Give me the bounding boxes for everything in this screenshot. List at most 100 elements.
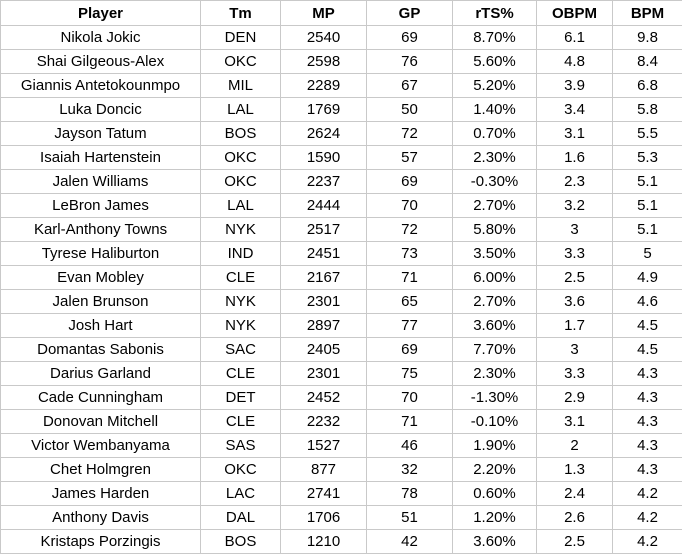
cell-minutes: 2598 [281, 50, 367, 74]
cell-obpm: 1.3 [537, 458, 613, 482]
cell-obpm: 2.4 [537, 482, 613, 506]
cell-team: BOS [201, 122, 281, 146]
cell-player: Victor Wembanyama [1, 434, 201, 458]
cell-team: LAL [201, 98, 281, 122]
cell-minutes: 2624 [281, 122, 367, 146]
cell-obpm: 1.7 [537, 314, 613, 338]
cell-minutes: 1769 [281, 98, 367, 122]
header-minutes: MP [281, 1, 367, 26]
cell-rts: 0.70% [453, 122, 537, 146]
cell-team: DET [201, 386, 281, 410]
cell-games: 69 [367, 338, 453, 362]
cell-team: CLE [201, 362, 281, 386]
cell-games: 67 [367, 74, 453, 98]
cell-player: James Harden [1, 482, 201, 506]
cell-minutes: 1590 [281, 146, 367, 170]
header-obpm: OBPM [537, 1, 613, 26]
cell-obpm: 1.6 [537, 146, 613, 170]
cell-bpm: 5.1 [613, 194, 682, 218]
cell-player: Darius Garland [1, 362, 201, 386]
cell-bpm: 5 [613, 242, 682, 266]
cell-rts: 8.70% [453, 26, 537, 50]
cell-rts: 1.90% [453, 434, 537, 458]
cell-games: 51 [367, 506, 453, 530]
cell-games: 46 [367, 434, 453, 458]
cell-player: Jayson Tatum [1, 122, 201, 146]
cell-games: 70 [367, 194, 453, 218]
cell-player: Evan Mobley [1, 266, 201, 290]
cell-team: CLE [201, 410, 281, 434]
cell-rts: 2.70% [453, 194, 537, 218]
cell-rts: 3.50% [453, 242, 537, 266]
cell-bpm: 5.1 [613, 218, 682, 242]
cell-rts: 1.20% [453, 506, 537, 530]
cell-bpm: 4.2 [613, 530, 682, 554]
cell-bpm: 4.2 [613, 506, 682, 530]
cell-player: LeBron James [1, 194, 201, 218]
cell-obpm: 3.9 [537, 74, 613, 98]
cell-games: 65 [367, 290, 453, 314]
cell-player: Donovan Mitchell [1, 410, 201, 434]
cell-player: Jalen Brunson [1, 290, 201, 314]
cell-obpm: 2.6 [537, 506, 613, 530]
cell-obpm: 3.3 [537, 242, 613, 266]
cell-bpm: 5.5 [613, 122, 682, 146]
cell-games: 78 [367, 482, 453, 506]
cell-team: OKC [201, 50, 281, 74]
cell-bpm: 4.5 [613, 314, 682, 338]
cell-rts: 2.30% [453, 146, 537, 170]
cell-obpm: 3.1 [537, 410, 613, 434]
cell-obpm: 3.1 [537, 122, 613, 146]
cell-team: NYK [201, 314, 281, 338]
cell-rts: 7.70% [453, 338, 537, 362]
cell-rts: 3.60% [453, 314, 537, 338]
cell-team: MIL [201, 74, 281, 98]
cell-bpm: 8.4 [613, 50, 682, 74]
cell-games: 72 [367, 122, 453, 146]
cell-rts: 0.60% [453, 482, 537, 506]
cell-player: Giannis Antetokounmpo [1, 74, 201, 98]
header-games: GP [367, 1, 453, 26]
cell-bpm: 4.3 [613, 458, 682, 482]
cell-rts: 5.80% [453, 218, 537, 242]
header-rts: rTS% [453, 1, 537, 26]
cell-player: Domantas Sabonis [1, 338, 201, 362]
cell-obpm: 2.5 [537, 530, 613, 554]
cell-bpm: 4.5 [613, 338, 682, 362]
cell-obpm: 3.2 [537, 194, 613, 218]
cell-obpm: 3 [537, 218, 613, 242]
cell-team: CLE [201, 266, 281, 290]
cell-team: DAL [201, 506, 281, 530]
cell-games: 32 [367, 458, 453, 482]
cell-obpm: 3.3 [537, 362, 613, 386]
header-team: Tm [201, 1, 281, 26]
cell-player: Nikola Jokic [1, 26, 201, 50]
cell-team: IND [201, 242, 281, 266]
cell-minutes: 2897 [281, 314, 367, 338]
cell-minutes: 2301 [281, 362, 367, 386]
cell-team: NYK [201, 218, 281, 242]
cell-minutes: 2301 [281, 290, 367, 314]
cell-obpm: 2 [537, 434, 613, 458]
cell-team: LAL [201, 194, 281, 218]
cell-minutes: 2741 [281, 482, 367, 506]
cell-minutes: 2444 [281, 194, 367, 218]
cell-player: Isaiah Hartenstein [1, 146, 201, 170]
cell-obpm: 3 [537, 338, 613, 362]
cell-minutes: 877 [281, 458, 367, 482]
cell-games: 77 [367, 314, 453, 338]
